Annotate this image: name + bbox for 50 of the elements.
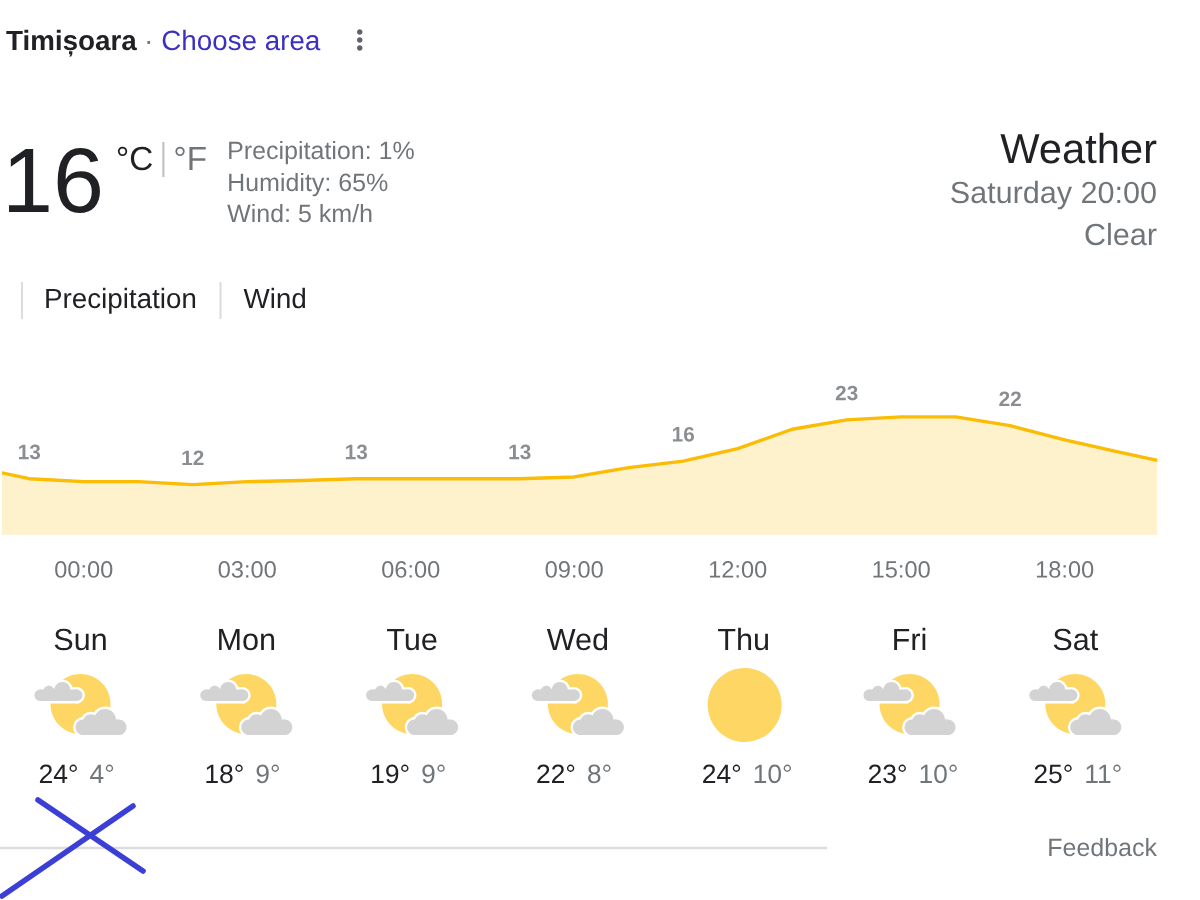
text: 10° bbox=[754, 764, 792, 784]
data-label: 23 bbox=[835, 385, 858, 401]
data-label: 22 bbox=[999, 391, 1021, 407]
text: 9° bbox=[256, 764, 279, 784]
x-tick-label: 18:00 bbox=[1036, 561, 1094, 578]
text: Precipitation bbox=[46, 287, 196, 314]
text: · bbox=[147, 40, 151, 44]
text: Sat bbox=[1053, 628, 1099, 651]
text: 24° bbox=[39, 764, 77, 783]
text: Saturday 20:00 bbox=[951, 180, 1156, 210]
text: Weather bbox=[1000, 132, 1157, 164]
text: Wind: 5 km/h bbox=[227, 203, 372, 223]
text: 22° bbox=[537, 764, 575, 783]
data-label: 13 bbox=[509, 444, 531, 460]
text: Wind bbox=[243, 287, 305, 309]
data-label: 16 bbox=[672, 426, 695, 442]
text: Timișoara bbox=[6, 29, 137, 57]
data-label: 13 bbox=[18, 444, 41, 460]
text: 23° bbox=[868, 764, 906, 784]
x-tick-label: 12:00 bbox=[709, 561, 767, 578]
x-tick-label: 03:00 bbox=[218, 561, 276, 578]
text: °C bbox=[117, 146, 153, 171]
text: Feedback bbox=[1049, 837, 1158, 857]
x-tick-label: 15:00 bbox=[873, 561, 930, 578]
data-label: 13 bbox=[345, 444, 368, 460]
text: 19° bbox=[372, 764, 409, 784]
text: 10° bbox=[920, 764, 957, 784]
text: Wed bbox=[546, 627, 608, 651]
x-tick-label: 00:00 bbox=[55, 561, 113, 578]
text: Humidity: 65% bbox=[229, 172, 388, 197]
text: Fri bbox=[894, 627, 926, 650]
text: °F bbox=[175, 146, 206, 170]
x-tick-label: 06:00 bbox=[382, 561, 440, 578]
text: 16 bbox=[8, 147, 100, 213]
text: Sun bbox=[54, 628, 106, 651]
x-tick-label: 09:00 bbox=[545, 561, 603, 578]
text: Tue bbox=[387, 628, 437, 651]
text: 4° bbox=[90, 764, 114, 783]
text: 9° bbox=[422, 764, 445, 784]
text: Precipitation: 1% bbox=[229, 140, 414, 165]
text: 25° bbox=[1034, 764, 1072, 784]
text: 18° bbox=[206, 764, 243, 784]
text: Clear bbox=[1085, 222, 1157, 246]
text: 24° bbox=[703, 764, 741, 783]
text: 11° bbox=[1086, 764, 1121, 783]
text: 8° bbox=[588, 764, 611, 784]
data-label: 12 bbox=[182, 450, 204, 466]
text: Thu bbox=[718, 627, 768, 651]
text: Choose area bbox=[162, 29, 321, 51]
text: Mon bbox=[219, 628, 275, 651]
